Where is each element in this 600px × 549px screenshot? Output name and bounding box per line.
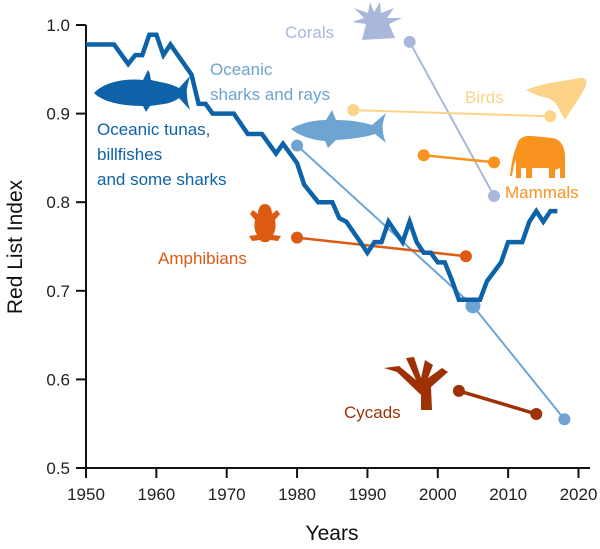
series-label-cycads: Cycads	[344, 403, 401, 422]
label-line: Mammals	[505, 183, 579, 202]
y-tick-label: 0.5	[46, 459, 70, 478]
data-point	[403, 35, 416, 48]
series-oceanic-tunas-billfishes-and-some-sharks	[86, 32, 558, 302]
data-point	[488, 189, 501, 202]
data-point	[291, 139, 304, 152]
x-tick-label: 1960	[137, 485, 175, 504]
x-tick-label: 1950	[67, 485, 105, 504]
series-birds	[347, 104, 557, 123]
series-corals	[403, 35, 501, 202]
bird-icon	[526, 77, 587, 120]
series-amphibians	[291, 231, 472, 263]
y-tick-label: 0.6	[46, 370, 70, 389]
x-tick-label: 2000	[419, 485, 457, 504]
x-tick-label: 1980	[278, 485, 316, 504]
data-point	[347, 104, 360, 117]
x-tick-label: 2010	[489, 485, 527, 504]
x-axis: 1950 1960 1970 1980 1990 2000 2010 2020	[67, 467, 598, 504]
frog-icon	[249, 204, 281, 243]
series-connector	[458, 389, 537, 416]
cycad-icon	[384, 357, 448, 410]
label-line: billfishes	[97, 145, 162, 164]
data-point	[291, 231, 304, 244]
series-label-tunas: Oceanic tunas, billfishes and some shark…	[97, 120, 226, 189]
label-line: Cycads	[344, 403, 401, 422]
y-tick-label: 1.0	[46, 16, 70, 35]
series-cycads	[452, 384, 543, 420]
series-connector	[296, 236, 467, 258]
tuna-icon	[94, 70, 190, 112]
coral-icon	[352, 2, 402, 40]
label-line: sharks and rays	[210, 85, 330, 104]
label-line: Amphibians	[158, 249, 247, 268]
data-point	[488, 156, 501, 169]
series-connector	[353, 109, 551, 118]
series-mammals	[417, 149, 501, 169]
data-point	[459, 250, 472, 263]
labels-layer: Oceanic tunas, billfishes and some shark…	[97, 23, 579, 422]
data-point	[452, 384, 465, 397]
label-line: Oceanic	[210, 60, 273, 79]
label-line: Corals	[285, 23, 334, 42]
series-label-sharks: Oceanic sharks and rays	[210, 60, 330, 104]
label-line: and some sharks	[97, 170, 226, 189]
x-tick-label: 2020	[560, 485, 598, 504]
series-connector	[423, 153, 495, 164]
x-axis-title: Years	[306, 522, 359, 545]
series-label-mammals: Mammals	[505, 183, 579, 202]
series-connector	[408, 41, 495, 197]
shark-icon	[291, 110, 386, 148]
y-tick-label: 0.8	[46, 193, 70, 212]
data-point	[465, 298, 481, 314]
elephant-icon	[510, 135, 565, 178]
label-line: Oceanic tunas,	[97, 120, 210, 139]
y-axis-title: Red List Index	[4, 179, 27, 314]
y-tick-label: 0.9	[46, 105, 70, 124]
y-axis: 0.5 0.6 0.7 0.8 0.9 1.0	[46, 16, 87, 478]
data-point	[544, 110, 557, 123]
x-tick-label: 1990	[349, 485, 387, 504]
series-oceanic-sharks-and-rays	[291, 139, 571, 426]
series-label-birds: Birds	[465, 88, 504, 107]
data-point	[530, 407, 543, 420]
data-point	[417, 149, 430, 162]
series-label-amphibians: Amphibians	[158, 249, 247, 268]
y-tick-label: 0.7	[46, 282, 70, 301]
data-point	[558, 413, 571, 426]
label-line: Birds	[465, 88, 504, 107]
series-layer	[86, 32, 571, 426]
series-line	[86, 32, 558, 302]
x-tick-label: 1970	[208, 485, 246, 504]
series-label-corals: Corals	[285, 23, 334, 42]
